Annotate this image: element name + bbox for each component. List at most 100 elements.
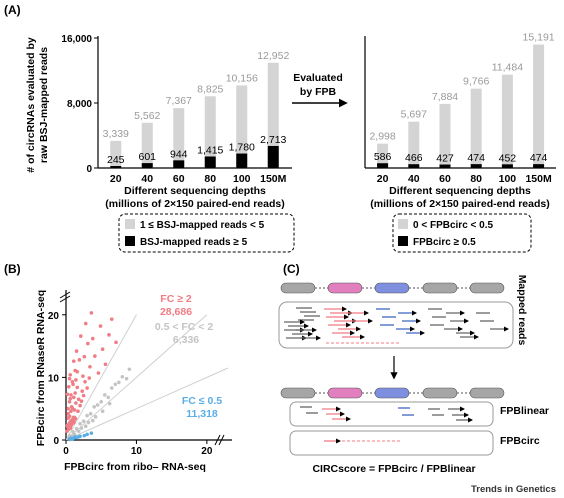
point-gray-27 <box>124 376 129 381</box>
bar-light-3 <box>470 88 482 168</box>
panel-label-a: (A) <box>4 3 21 17</box>
point-pink-14 <box>81 374 85 378</box>
evaluated-label-line1: Evaluated <box>293 72 343 84</box>
bar-dark-value-5: 2,713 <box>260 134 286 146</box>
point-pink-62 <box>71 382 75 387</box>
point-gray-2 <box>74 426 79 431</box>
left-ylabel-line1: # of circRNAs evaluated by <box>25 37 37 173</box>
point-gray-5 <box>85 413 89 418</box>
point-pink-1 <box>67 400 72 404</box>
scatter-plot: 0 10 20 0 10 20 <box>48 290 232 457</box>
left-bars: 3,339 245 20 5,562 601 40 7,367 944 60 8,825 1,415… <box>103 50 290 185</box>
point-pink-17 <box>83 321 88 326</box>
bar-dark-1 <box>408 164 420 168</box>
point-pink-42 <box>71 395 76 400</box>
point-pink-28 <box>107 333 111 337</box>
bar-dark-4 <box>501 164 513 168</box>
point-blue-4 <box>82 433 87 438</box>
bar-dark-2 <box>439 164 451 168</box>
scatter-xlabel: FPBcirc from ribo– RNA-seq <box>64 461 206 473</box>
point-gray-18 <box>86 420 91 425</box>
group-label-fc-high: FC ≥ 2 <box>160 293 192 305</box>
left-ylabel: # of circRNAs evaluated by raw BSJ-mappe… <box>25 37 50 173</box>
point-blue-10 <box>69 436 73 440</box>
x-axis-break <box>214 434 225 446</box>
bar-light-1 <box>141 122 153 168</box>
left-xlabel-line1: Different sequencing depths <box>124 185 266 197</box>
point-pink-15 <box>76 397 81 402</box>
bar-dark-value-2: 427 <box>436 153 454 165</box>
point-pink-9 <box>74 349 79 353</box>
xtick-label-0: 0 <box>63 446 69 457</box>
bar-dark-value-3: 1,415 <box>197 145 223 157</box>
category-label-1: 40 <box>408 173 420 185</box>
point-pink-64 <box>83 379 87 384</box>
point-gray-13 <box>113 382 118 387</box>
point-blue-6 <box>89 431 94 435</box>
bar-light-value-0: 3,339 <box>103 128 129 140</box>
point-pink-22 <box>90 336 95 341</box>
group-label-fc-low: FC ≤ 0.5 <box>182 395 222 407</box>
fpblinear-label: FPBlinear <box>500 405 549 417</box>
category-label-3: 80 <box>470 173 482 185</box>
point-pink-29 <box>109 317 114 321</box>
point-pink-58 <box>72 420 76 424</box>
bar-light-value-2: 7,367 <box>166 95 192 107</box>
bar-light-2 <box>173 108 185 168</box>
left-legend-light-label: 1 ≤ BSJ-mapped reads < 5 <box>140 220 265 231</box>
exon-0 <box>280 282 316 294</box>
left-ytick-label-16000: 16,000 <box>61 34 92 45</box>
exon-3 <box>422 282 458 294</box>
right-bar-chart: 2,998 586 20 5,697 466 40 7,884 427 60 9,766 474 80… <box>364 32 556 185</box>
point-pink-24 <box>96 371 101 375</box>
left-legend-dark-label: BSJ-mapped reads ≥ 5 <box>140 237 248 248</box>
bar-dark-value-4: 452 <box>499 152 517 164</box>
bar-light-5 <box>267 62 279 168</box>
bar-light-value-3: 8,825 <box>197 83 223 95</box>
bar-dark-value-0: 245 <box>107 154 125 166</box>
point-gray-3 <box>78 421 82 426</box>
left-ytick-label-8000: 8,000 <box>67 99 92 110</box>
point-pink-43 <box>73 391 77 395</box>
point-blue-11 <box>76 435 81 439</box>
point-pink-13 <box>78 334 83 338</box>
category-label-4: 100 <box>233 173 251 185</box>
right-legend-light-swatch <box>398 219 408 229</box>
point-pink-46 <box>79 399 84 403</box>
point-gray-11 <box>106 395 111 400</box>
bar-light-value-0: 2,998 <box>369 131 395 143</box>
left-legend-box <box>118 213 295 253</box>
left-bar-chart: 16,000 8,000 0 3,339 245 20 5,562 601 40 7,367… <box>61 34 292 185</box>
fpblinear-box <box>289 401 494 427</box>
point-pink-47 <box>81 393 86 398</box>
exon-1 <box>327 282 363 294</box>
point-pink-39 <box>67 414 72 419</box>
point-pink-69 <box>75 369 80 374</box>
bar-dark-0 <box>377 163 389 168</box>
bar-dark-0 <box>110 166 122 168</box>
gene-structure-top <box>280 282 505 294</box>
point-gray-4 <box>81 419 86 424</box>
exon-4 <box>469 282 505 294</box>
mapped-reads-box <box>278 301 514 349</box>
circscore-formula: CIRCscore = FPBcirc / FPBlinear <box>312 463 475 475</box>
right-legend-box <box>392 213 532 253</box>
bar-dark-1 <box>141 163 153 168</box>
exon-2 <box>374 387 410 399</box>
bar-dark-value-2: 944 <box>170 148 188 160</box>
point-blue-8 <box>73 435 77 439</box>
right-xlabel-line2: (millions of 2×150 paired-end reads) <box>370 198 549 210</box>
exon-4 <box>469 387 505 399</box>
point-gray-19 <box>93 415 98 419</box>
category-label-0: 20 <box>110 173 122 185</box>
bar-light-0 <box>377 143 389 168</box>
group-count-fc-low: 11,318 <box>186 408 218 420</box>
point-pink-37 <box>74 401 78 405</box>
fpbcirc-box <box>289 430 494 456</box>
point-gray-24 <box>83 424 88 429</box>
bar-dark-3 <box>204 156 216 168</box>
point-gray-8 <box>95 403 100 407</box>
point-pink-65 <box>85 386 89 390</box>
bar-light-2 <box>439 103 451 168</box>
